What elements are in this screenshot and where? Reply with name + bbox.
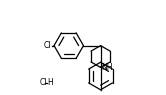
Text: H: H [48,78,53,87]
Text: Cl: Cl [39,78,47,87]
Text: NH: NH [102,63,113,72]
Text: Cl: Cl [44,41,51,50]
